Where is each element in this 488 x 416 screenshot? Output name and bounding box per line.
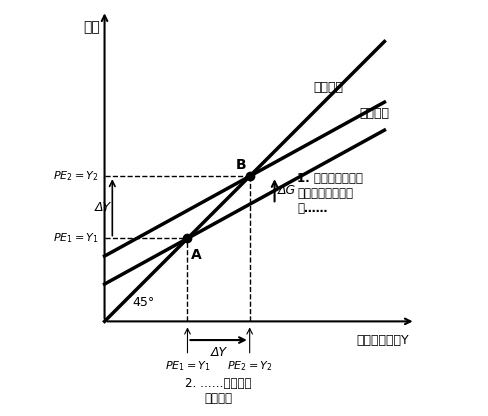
Text: 1. 政府购买的增加
使计划支出向上移
动……: 1. 政府购买的增加 使计划支出向上移 动…… (297, 172, 363, 215)
Text: 2. ……这使均衡
收入增加: 2. ……这使均衡 收入增加 (185, 377, 251, 405)
Text: $PE_1=Y_1$: $PE_1=Y_1$ (164, 359, 210, 372)
Text: ΔG: ΔG (277, 184, 295, 197)
Text: 计划支出: 计划支出 (359, 106, 389, 119)
Text: B: B (236, 158, 246, 171)
Text: $PE_2=Y_2$: $PE_2=Y_2$ (53, 169, 98, 183)
Text: 45°: 45° (132, 296, 155, 309)
Text: 收入，产出，Y: 收入，产出，Y (356, 334, 408, 347)
Text: 实际支出: 实际支出 (312, 82, 342, 94)
Text: A: A (190, 248, 201, 262)
Text: $PE_2=Y_2$: $PE_2=Y_2$ (226, 359, 272, 372)
Text: ΔY: ΔY (210, 346, 226, 359)
Text: ΔY: ΔY (95, 201, 111, 214)
Text: 支出: 支出 (83, 20, 100, 34)
Text: $PE_1=Y_1$: $PE_1=Y_1$ (53, 232, 98, 245)
